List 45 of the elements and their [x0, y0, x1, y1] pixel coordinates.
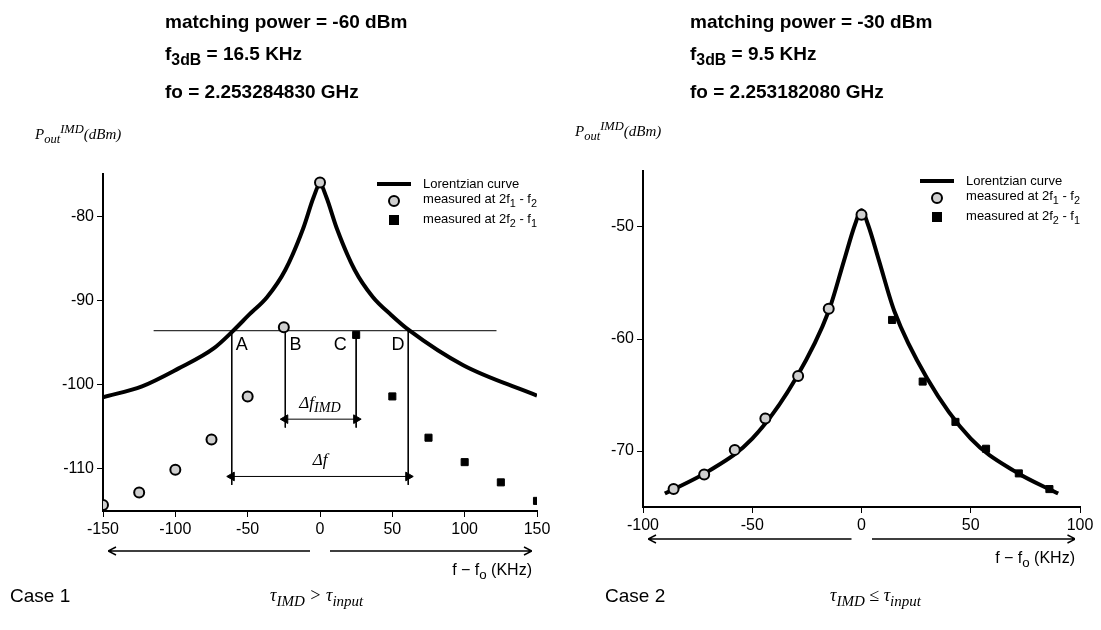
y-tick-label: -100 [61, 375, 95, 393]
text: fo = 2.253284830 GHz [165, 79, 360, 104]
x-tick-label: 0 [857, 516, 867, 534]
chart-title: matching power = -30 dBm [690, 10, 933, 34]
annotation: Δf [312, 450, 328, 471]
x-axis-title: f − f$_{o}$ (KHz) [995, 549, 1075, 571]
legend-label: measured at 2f$_{2}$ - f$_{1}$ [423, 210, 537, 231]
annotation: B [289, 333, 302, 355]
x-tick-label: -50 [740, 516, 764, 534]
annotation: C [333, 333, 347, 355]
x-tick-label: -50 [236, 520, 260, 538]
legend-label: measured at 2f$_{2}$ - f$_{1}$ [966, 207, 1080, 228]
y-tick-label: -70 [610, 441, 635, 459]
x-tick-label: 100 [451, 520, 479, 538]
legend-label: measured at 2f$_{1}$ - f$_{2}$ [423, 191, 537, 211]
legend-label: Lorentzian curve [966, 173, 1063, 188]
chart-subtitle: f$_{3dB}$ = 9.5 KHz [690, 42, 818, 70]
y-tick-label: -50 [610, 217, 635, 235]
annotation: A [235, 333, 248, 355]
chart-title: matching power = -60 dBm [165, 10, 408, 34]
x-tick-label: -100 [159, 520, 192, 538]
text: fo = 2.253182080 GHz [690, 79, 885, 104]
text: Case 2 [605, 585, 666, 607]
x-tick-label: 50 [961, 516, 980, 534]
text: Case 1 [10, 585, 71, 607]
text: τ$_{IMD}$ ≤ τ$_{input}$ [830, 585, 921, 610]
x-tick-label: 50 [383, 520, 402, 538]
y-tick-label: -60 [610, 329, 635, 347]
y-axis-title: P$_{out}$$^{IMD}$(dBm) [575, 119, 662, 144]
x-tick-label: -150 [86, 520, 120, 538]
annotation: D [391, 333, 405, 355]
y-tick-label: -90 [70, 290, 95, 308]
legend-label: measured at 2f$_{1}$ - f$_{2}$ [966, 188, 1080, 208]
annotation: Δf$_{IMD}$ [299, 393, 341, 417]
x-tick-label: 150 [523, 520, 551, 538]
x-tick-label: 0 [315, 520, 325, 538]
legend-label: Lorentzian curve [423, 176, 520, 191]
x-tick-label: -100 [626, 516, 660, 534]
chart-subtitle: f$_{3dB}$ = 16.5 KHz [165, 42, 304, 70]
text: τ$_{IMD}$ > τ$_{input}$ [270, 585, 364, 610]
y-axis-title: P$_{out}$$^{IMD}$(dBm) [35, 122, 122, 147]
y-tick-label: -80 [70, 206, 95, 224]
x-tick-label: 100 [1066, 516, 1094, 534]
x-axis-title: f − f$_{o}$ (KHz) [452, 561, 532, 583]
y-tick-label: -110 [63, 459, 95, 477]
